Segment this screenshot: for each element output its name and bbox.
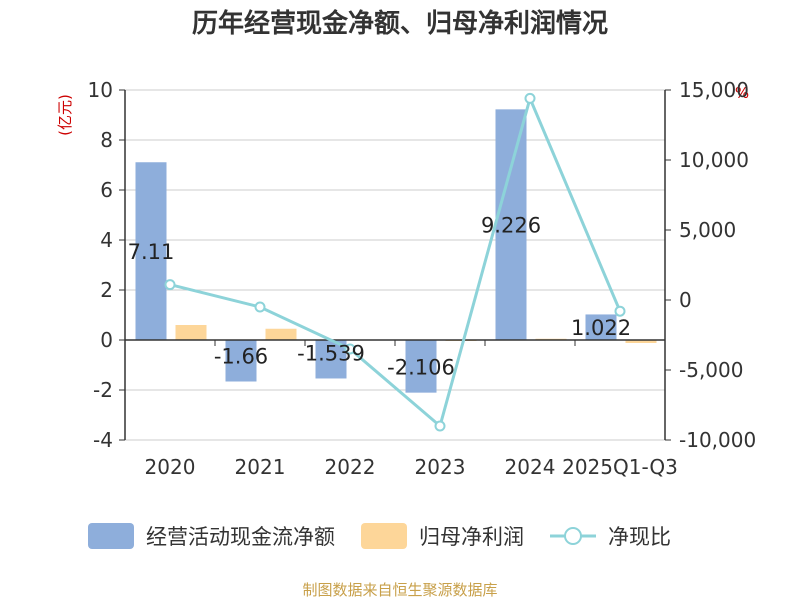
legend-swatch — [361, 523, 407, 549]
ratio-point — [524, 92, 536, 104]
ratio-point — [344, 343, 356, 355]
bar — [135, 162, 167, 340]
x-tick-label: 2022 — [325, 455, 376, 479]
ratio-line-path — [169, 93, 622, 429]
legend-marker — [564, 527, 582, 545]
x-tick-label: 2023 — [415, 455, 466, 479]
x-tick-label: 2025Q1-Q3 — [562, 455, 678, 479]
bar — [495, 109, 527, 340]
bar-value-label: -1.66 — [214, 345, 268, 369]
bar — [265, 328, 297, 340]
left-tick-label: 4 — [100, 228, 113, 252]
bar-value-label: -2.106 — [387, 356, 455, 380]
bar — [625, 340, 657, 343]
left-tick-label: 8 — [100, 128, 113, 152]
left-axis-unit: (亿元) — [56, 94, 74, 136]
bar — [225, 340, 257, 382]
source-note: 制图数据来自恒生聚源数据库 — [302, 581, 497, 599]
data-labels: 7.11 -1.66 -1.539 -2.106 9.226 1.022 — [128, 214, 631, 380]
ratio-line — [164, 92, 626, 432]
bar-value-label: 9.226 — [481, 214, 541, 238]
right-axis-unit: % — [735, 84, 749, 102]
bar-value-label: 7.11 — [128, 240, 175, 264]
right-tick-label: 0 — [679, 288, 692, 312]
gridlines — [125, 89, 665, 441]
legend-label: 净现比 — [608, 525, 671, 549]
x-tick-label: 2024 — [505, 455, 556, 479]
legend-label: 经营活动现金流净额 — [146, 525, 335, 549]
left-tick-label: -2 — [93, 378, 113, 402]
axes: 10 8 6 4 2 0 -2 -4 15,000 10,000 5,000 0 -5,000 -10,0… — [88, 78, 757, 479]
legend: 经营活动现金流净额 归母净利润 净现比 — [88, 523, 671, 549]
left-tick-label: 10 — [88, 78, 113, 102]
left-tick-label: 0 — [100, 328, 113, 352]
right-tick-label: 10,000 — [679, 148, 749, 172]
bar — [175, 325, 207, 340]
bars — [135, 109, 657, 393]
right-tick-label: -5,000 — [679, 358, 743, 382]
x-tick-label: 2021 — [235, 455, 286, 479]
ratio-point — [164, 279, 176, 291]
bar-value-label: -1.539 — [297, 341, 365, 365]
ratio-point — [614, 305, 626, 317]
x-tick-label: 2020 — [145, 455, 196, 479]
legend-swatch — [88, 523, 134, 549]
legend-label: 归母净利润 — [419, 525, 524, 549]
left-tick-label: -4 — [93, 428, 113, 452]
bar — [405, 340, 437, 393]
right-tick-label: 15,000 — [679, 78, 749, 102]
ratio-point — [254, 301, 266, 313]
ratio-point — [434, 420, 446, 432]
right-tick-label: -10,000 — [679, 428, 756, 452]
right-tick-label: 5,000 — [679, 218, 736, 242]
left-tick-label: 6 — [100, 178, 113, 202]
left-tick-label: 2 — [100, 278, 113, 302]
bar-value-label: 1.022 — [571, 316, 631, 340]
bar — [585, 314, 617, 340]
chart-title: 历年经营现金净额、归母净利润情况 — [192, 8, 608, 39]
